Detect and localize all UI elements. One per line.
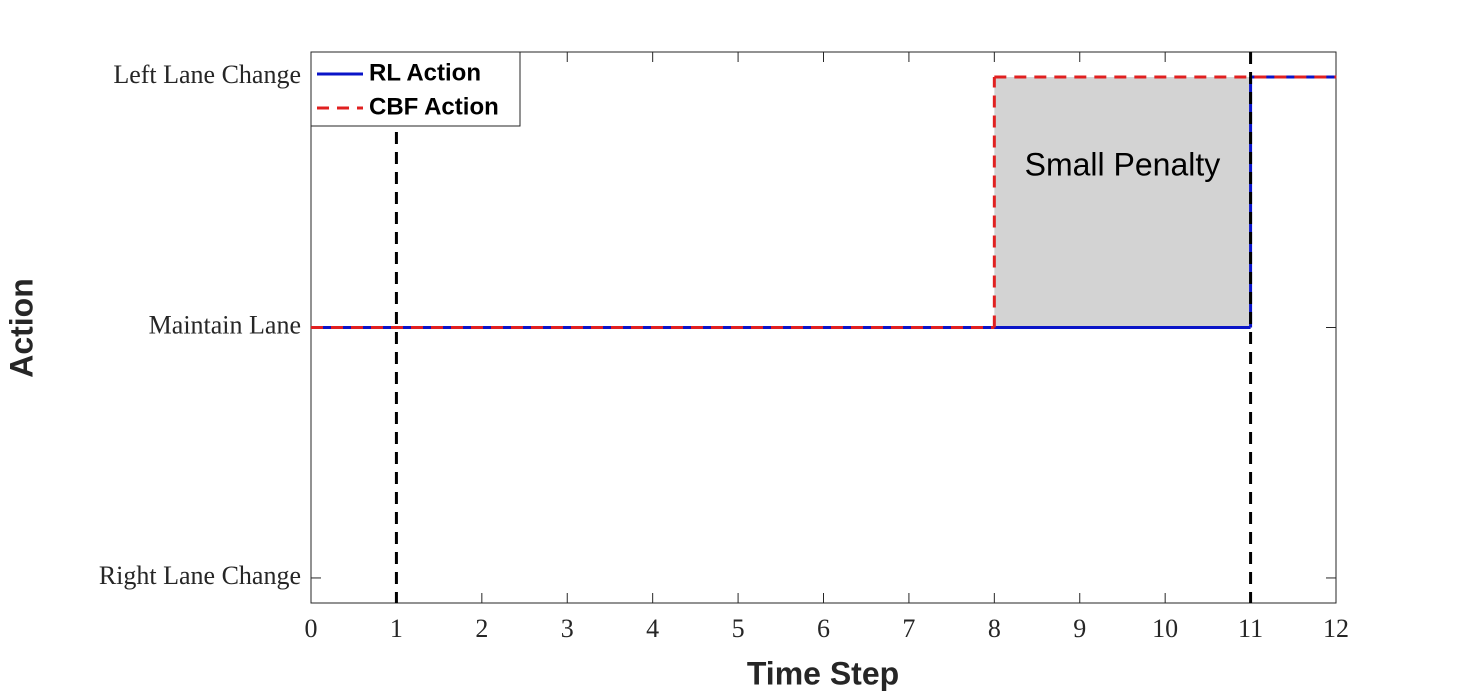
x-tick-label: 2 — [475, 614, 488, 643]
x-tick-label: 6 — [817, 614, 830, 643]
x-tick-label: 0 — [305, 614, 318, 643]
x-tick-label: 5 — [732, 614, 745, 643]
y-axis-label: Action — [3, 278, 39, 378]
x-tick-label: 11 — [1238, 614, 1263, 643]
x-tick-label: 9 — [1073, 614, 1086, 643]
x-axis-label: Time Step — [747, 655, 899, 691]
y-tick-label: Right Lane Change — [99, 561, 301, 590]
x-tick-label: 3 — [561, 614, 574, 643]
y-tick-label: Maintain Lane — [149, 310, 301, 339]
legend-label: CBF Action — [369, 93, 499, 120]
legend-box — [310, 51, 521, 127]
x-tick-label: 7 — [902, 614, 915, 643]
x-tick-label: 1 — [390, 614, 403, 643]
x-tick-label: 8 — [988, 614, 1001, 643]
legend-label: RL Action — [369, 59, 481, 86]
legend: RL Action CBF Action — [310, 51, 521, 127]
x-tick-label: 4 — [646, 614, 659, 643]
y-tick-label: Left Lane Change — [113, 60, 301, 89]
x-tick-label: 10 — [1152, 614, 1178, 643]
x-tick-label: 12 — [1323, 614, 1349, 643]
shaded-region — [994, 77, 1251, 328]
annotation: Small Penalty — [1025, 146, 1221, 182]
